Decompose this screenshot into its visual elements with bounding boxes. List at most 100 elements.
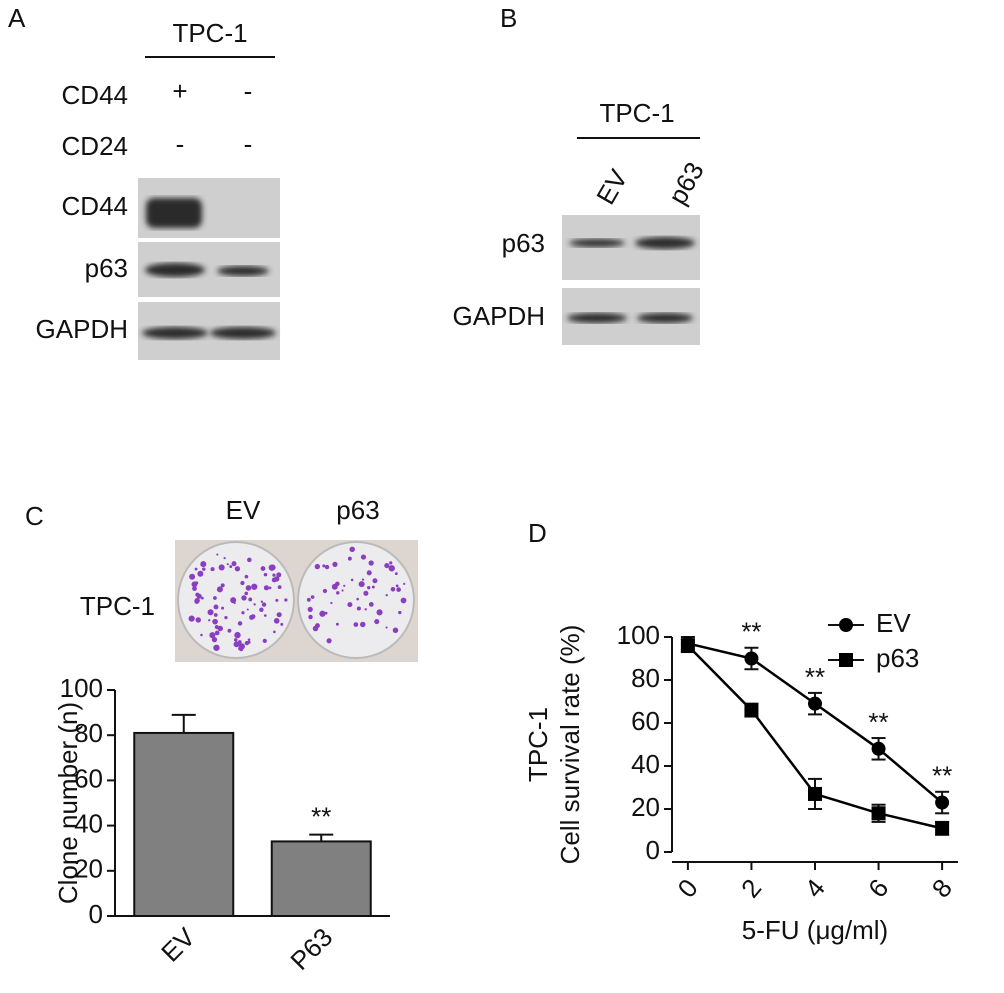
y-tick-label: 0 xyxy=(646,835,660,865)
colony xyxy=(361,578,365,581)
y-tick-label: 0 xyxy=(89,899,103,929)
colony xyxy=(241,611,245,615)
colony xyxy=(332,561,338,567)
colony xyxy=(312,625,319,632)
significance: ** xyxy=(868,707,888,737)
colony xyxy=(195,581,199,585)
colony xyxy=(336,591,340,595)
colony xyxy=(360,554,367,560)
condition: - xyxy=(244,129,253,159)
colony xyxy=(335,581,340,587)
bar xyxy=(133,731,235,917)
y-tick-label: 60 xyxy=(631,706,660,736)
colony xyxy=(212,618,218,625)
blot-label: CD44 xyxy=(62,191,128,221)
colony xyxy=(213,604,219,610)
colony xyxy=(233,638,238,642)
colony xyxy=(322,588,328,594)
panel-label: A xyxy=(8,3,26,33)
marker xyxy=(680,638,695,653)
colony xyxy=(364,608,367,611)
band xyxy=(145,263,205,277)
colony xyxy=(194,567,198,571)
panel-label: C xyxy=(25,501,44,531)
colony xyxy=(213,596,217,600)
colony xyxy=(237,621,243,626)
colony xyxy=(226,563,229,566)
cell-line: TPC-1 xyxy=(172,18,247,48)
colony xyxy=(322,564,326,568)
colony xyxy=(374,618,380,625)
colony xyxy=(392,627,399,634)
panel-label: D xyxy=(528,518,547,548)
colony xyxy=(347,602,353,608)
colony xyxy=(324,611,328,615)
significance: ** xyxy=(805,662,825,692)
colony xyxy=(388,565,395,572)
colony xyxy=(396,587,401,592)
y-tick-label: 20 xyxy=(631,792,660,822)
y-axis-label: Cell survival rate (%) xyxy=(555,625,585,865)
colony xyxy=(231,561,237,567)
colony xyxy=(330,601,333,605)
colony xyxy=(275,598,279,602)
colony xyxy=(200,561,207,568)
marker xyxy=(808,696,822,711)
colony xyxy=(210,567,215,572)
colony xyxy=(398,610,402,615)
colony xyxy=(208,619,211,622)
marker xyxy=(935,821,950,836)
colony xyxy=(273,630,276,634)
colony xyxy=(211,636,218,643)
legend-label: EV xyxy=(876,608,911,638)
lane-label: p63 xyxy=(662,157,710,210)
x-tick-label: 8 xyxy=(926,873,958,903)
colony xyxy=(246,608,249,611)
colony xyxy=(216,586,223,593)
marker xyxy=(808,786,822,801)
colony xyxy=(280,622,284,626)
colony xyxy=(240,580,245,586)
colony xyxy=(247,557,252,563)
blot-label: GAPDH xyxy=(453,301,545,331)
y-tick-label: 40 xyxy=(631,749,660,779)
legend-marker xyxy=(839,653,853,667)
colony xyxy=(372,578,378,584)
colony xyxy=(214,624,219,630)
x-axis-label: 5-FU (μg/ml) xyxy=(742,915,888,945)
colony xyxy=(400,597,407,604)
legend-marker xyxy=(839,618,853,632)
significance: ** xyxy=(932,761,952,791)
colony xyxy=(189,573,196,580)
colony xyxy=(229,565,233,569)
bar xyxy=(270,840,372,917)
colony xyxy=(366,570,372,576)
colony xyxy=(238,643,245,650)
colony xyxy=(273,618,280,624)
colony xyxy=(276,572,282,578)
colony xyxy=(218,564,225,571)
band xyxy=(146,198,202,228)
colony xyxy=(207,609,214,616)
colony xyxy=(263,572,268,577)
colony xyxy=(385,593,388,597)
colony xyxy=(368,560,374,566)
y-tick-label: 60 xyxy=(74,763,103,793)
colony xyxy=(227,628,232,633)
colony xyxy=(244,591,249,596)
colony xyxy=(213,613,218,617)
colony xyxy=(253,603,256,606)
colony xyxy=(276,612,282,618)
colony xyxy=(356,597,359,601)
y-axis-label: TPC-1 xyxy=(523,707,553,782)
blot-label: GAPDH xyxy=(36,314,128,344)
colony xyxy=(224,616,228,620)
y-tick-label: 80 xyxy=(631,663,660,693)
colony xyxy=(233,602,236,605)
colony xyxy=(237,640,242,645)
colony xyxy=(250,614,256,619)
marker xyxy=(871,741,886,756)
colony xyxy=(343,584,346,587)
band xyxy=(142,327,208,339)
